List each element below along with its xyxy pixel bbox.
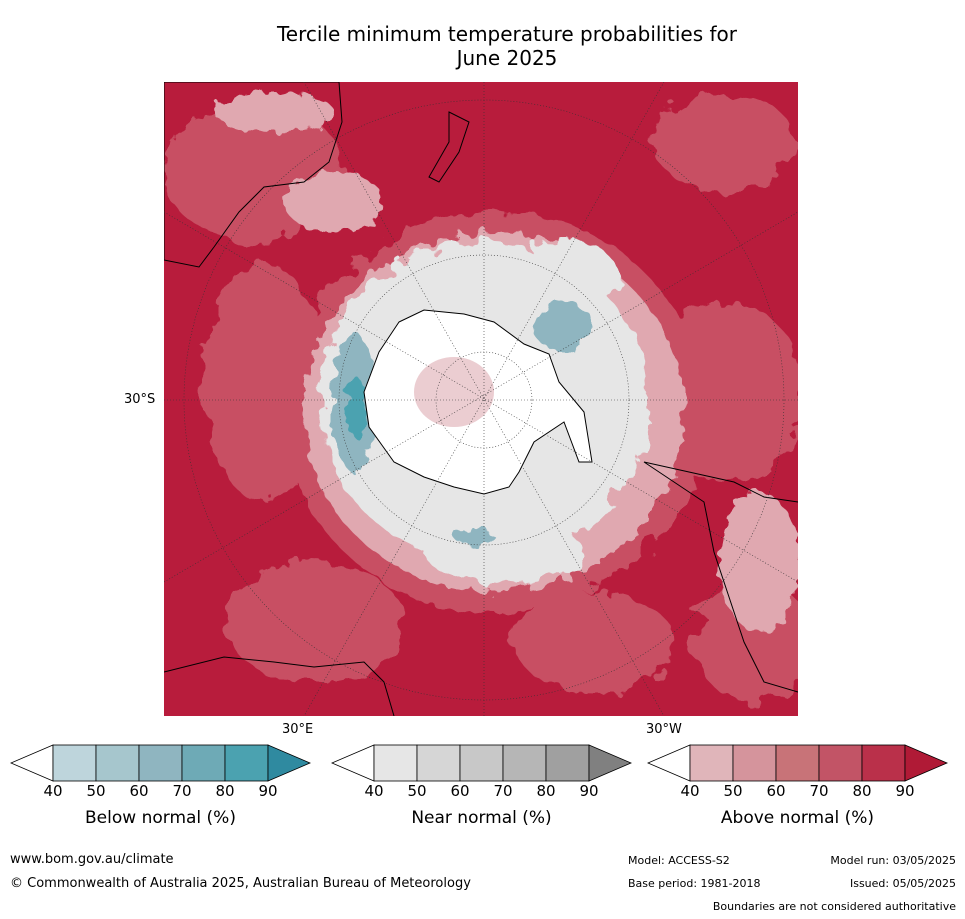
below-tick-label: 80 xyxy=(215,782,235,800)
near-swatch-70 xyxy=(502,744,547,782)
below-extend-high xyxy=(267,744,311,782)
below-tick-label: 70 xyxy=(172,782,192,800)
below-swatch-50 xyxy=(95,744,140,782)
chart-title: Tercile minimum temperature probabilitie… xyxy=(160,22,854,70)
near-tick-label: 60 xyxy=(450,782,470,800)
footer-model: Model: ACCESS-S2 xyxy=(628,854,730,867)
above-swatch-70 xyxy=(818,744,863,782)
graticule xyxy=(164,82,798,716)
new-zealand-coastline xyxy=(428,111,470,183)
below-colorbar-title: Below normal (%) xyxy=(85,808,236,828)
footer-disclaimer: Boundaries are not considered authoritat… xyxy=(712,900,956,913)
probability-map xyxy=(164,82,798,716)
footer-model-run: Model run: 03/05/2025 xyxy=(830,854,956,867)
longitude-label-30w: 30°W xyxy=(646,722,682,737)
above-tick-label: 70 xyxy=(809,782,829,800)
above-tick-label: 60 xyxy=(766,782,786,800)
above-tick-label: 90 xyxy=(895,782,915,800)
south-america-coastline xyxy=(643,461,798,693)
below-colorbar-svg xyxy=(10,744,311,782)
near-tick-label: 90 xyxy=(579,782,599,800)
below-tick-label: 40 xyxy=(43,782,63,800)
below-tick-label: 90 xyxy=(258,782,278,800)
above-colorbar-title: Above normal (%) xyxy=(720,808,875,828)
above-swatch-40 xyxy=(689,744,734,782)
above-swatch-60 xyxy=(775,744,820,782)
below-tick-label: 60 xyxy=(129,782,149,800)
footer-url[interactable]: www.bom.gov.au/climate xyxy=(10,852,174,867)
below-extend-low xyxy=(10,744,54,782)
australia-coastline xyxy=(164,82,343,268)
above-colorbar-svg xyxy=(647,744,948,782)
near-swatch-50 xyxy=(416,744,461,782)
near-colorbar-title: Near normal (%) xyxy=(411,808,552,828)
footer-copyright: © Commonwealth of Australia 2025, Austra… xyxy=(10,876,471,891)
near-swatch-40 xyxy=(373,744,418,782)
title-line-1: Tercile minimum temperature probabilitie… xyxy=(276,22,738,46)
near-colorbar-svg xyxy=(331,744,632,782)
near-swatch-80 xyxy=(545,744,590,782)
near-tick-label: 40 xyxy=(364,782,384,800)
above-swatch-50 xyxy=(732,744,777,782)
map-svg xyxy=(164,82,798,716)
latitude-label-30s: 30°S xyxy=(124,392,156,407)
above-tick-label: 80 xyxy=(852,782,872,800)
above-extend-high xyxy=(904,744,948,782)
above-swatch-80 xyxy=(861,744,906,782)
near-extend-low xyxy=(331,744,375,782)
below-normal-patches xyxy=(332,302,594,545)
near-tick-label: 70 xyxy=(493,782,513,800)
near-extend-high xyxy=(588,744,632,782)
interior-shading xyxy=(414,357,494,427)
africa-coastline xyxy=(164,656,395,716)
below-swatch-40 xyxy=(52,744,97,782)
below-swatch-80 xyxy=(224,744,269,782)
footer-issued: Issued: 05/05/2025 xyxy=(849,877,956,890)
near-tick-label: 80 xyxy=(536,782,556,800)
longitude-label-30e: 30°E xyxy=(282,722,314,737)
below-swatch-60 xyxy=(138,744,183,782)
near-swatch-60 xyxy=(459,744,504,782)
below-tick-label: 50 xyxy=(86,782,106,800)
below-swatch-70 xyxy=(181,744,226,782)
above-extend-low xyxy=(647,744,691,782)
footer-base-period: Base period: 1981-2018 xyxy=(628,877,761,890)
title-line-2: June 2025 xyxy=(456,46,558,70)
above-tick-label: 40 xyxy=(680,782,700,800)
above-tick-label: 50 xyxy=(723,782,743,800)
near-tick-label: 50 xyxy=(407,782,427,800)
